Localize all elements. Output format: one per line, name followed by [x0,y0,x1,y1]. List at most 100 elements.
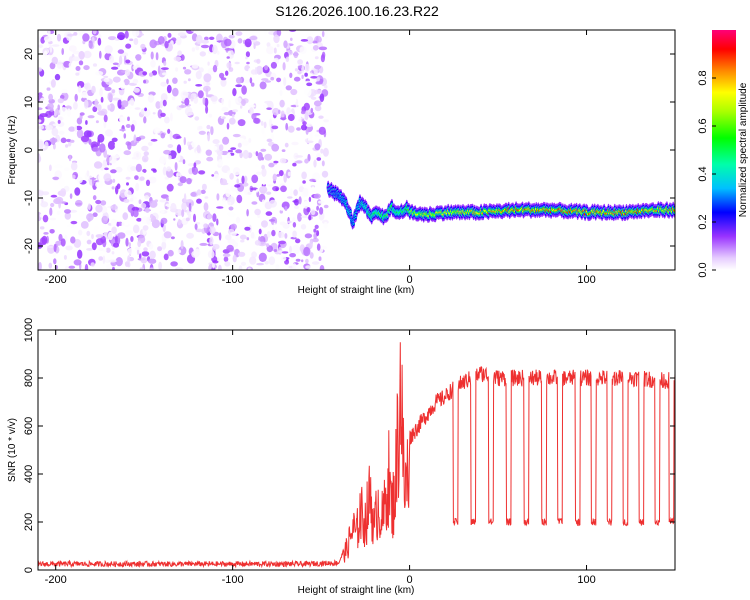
noise-blob [186,177,192,185]
noise-blob [165,203,171,208]
noise-blob [297,65,302,69]
noise-blob [323,221,328,229]
noise-blob [262,133,267,138]
noise-blob [271,229,276,237]
noise-blob [95,181,104,188]
noise-blob [110,205,118,210]
noise-blob [97,37,102,46]
spectrogram-ylabel: Frequency (Hz) [7,116,18,185]
noise-blob [321,160,325,167]
noise-blob [304,72,308,77]
noise-blob [110,218,117,227]
noise-blob [268,162,275,168]
noise-blob [313,228,317,233]
noise-blob [254,66,258,75]
noise-blob [78,50,85,60]
noise-blob [235,234,239,243]
noise-blob [97,133,105,143]
noise-blob [101,215,108,224]
noise-blob [294,160,303,164]
noise-blob [247,267,251,270]
noise-blob [271,143,280,152]
noise-blob [160,81,167,87]
noise-blob [176,36,182,46]
noise-blob [118,55,123,65]
noise-blob [175,267,184,270]
noise-blob [313,89,322,95]
noise-blob [323,204,329,209]
noise-blob [51,56,58,64]
noise-blob [164,40,169,49]
noise-blob [187,112,194,116]
noise-blob [227,211,236,218]
noise-blob [318,126,326,135]
noise-blob [106,154,110,164]
noise-blob [163,149,172,155]
noise-blob [287,113,295,122]
colorbar-tick-label: 0.2 [697,214,709,229]
noise-blob [171,96,176,101]
noise-blob [162,99,167,107]
noise-blob [275,187,279,192]
noise-blob [183,80,187,84]
noise-blob [205,149,212,156]
noise-blob [220,78,227,87]
noise-blob [86,170,90,177]
noise-blob [161,72,168,76]
noise-blob [194,160,201,165]
noise-blob [290,184,297,190]
noise-blob [280,110,285,119]
noise-blob [318,46,328,51]
noise-blob [123,78,130,86]
noise-blob [316,243,321,251]
noise-blob [69,193,73,199]
y-tick-label: 800 [23,369,35,387]
noise-blob [124,30,129,39]
noise-blob [74,93,78,102]
noise-blob [179,176,187,184]
noise-blob [70,220,78,225]
noise-blob [273,47,277,54]
noise-blob [283,173,288,183]
noise-blob [272,173,277,182]
noise-blob [188,202,192,212]
noise-blob [314,143,321,151]
noise-blob [313,193,321,199]
noise-blob [306,82,313,87]
noise-blob [57,119,61,124]
noise-blob [111,226,117,234]
noise-blob [234,97,242,103]
noise-blob [248,68,252,76]
noise-blob [102,255,106,264]
noise-blob [140,203,147,209]
noise-blob [74,124,78,133]
noise-blob [167,128,171,134]
noise-blob [210,95,218,102]
noise-blob [259,81,267,90]
noise-blob [297,212,302,222]
noise-blob [305,258,309,264]
noise-blob [195,45,200,51]
noise-blob [287,220,292,224]
noise-blob [116,183,121,190]
noise-blob [113,242,119,248]
noise-blob [217,50,220,55]
noise-blob [205,87,209,97]
noise-blob [295,155,303,158]
noise-blob [306,36,314,45]
noise-blob [73,101,78,110]
signal-mark [672,209,675,212]
noise-blob [149,250,156,259]
noise-blob [255,171,262,176]
noise-blob [103,75,109,79]
noise-blob [150,59,156,68]
x-tick-label: -100 [222,574,244,586]
noise-blob [275,264,280,270]
noise-blob [221,106,229,112]
noise-blob [85,120,88,125]
noise-blob [130,124,135,132]
noise-blob [191,166,195,172]
noise-blob [246,237,250,241]
noise-blob [255,188,259,193]
noise-blob [249,256,257,265]
